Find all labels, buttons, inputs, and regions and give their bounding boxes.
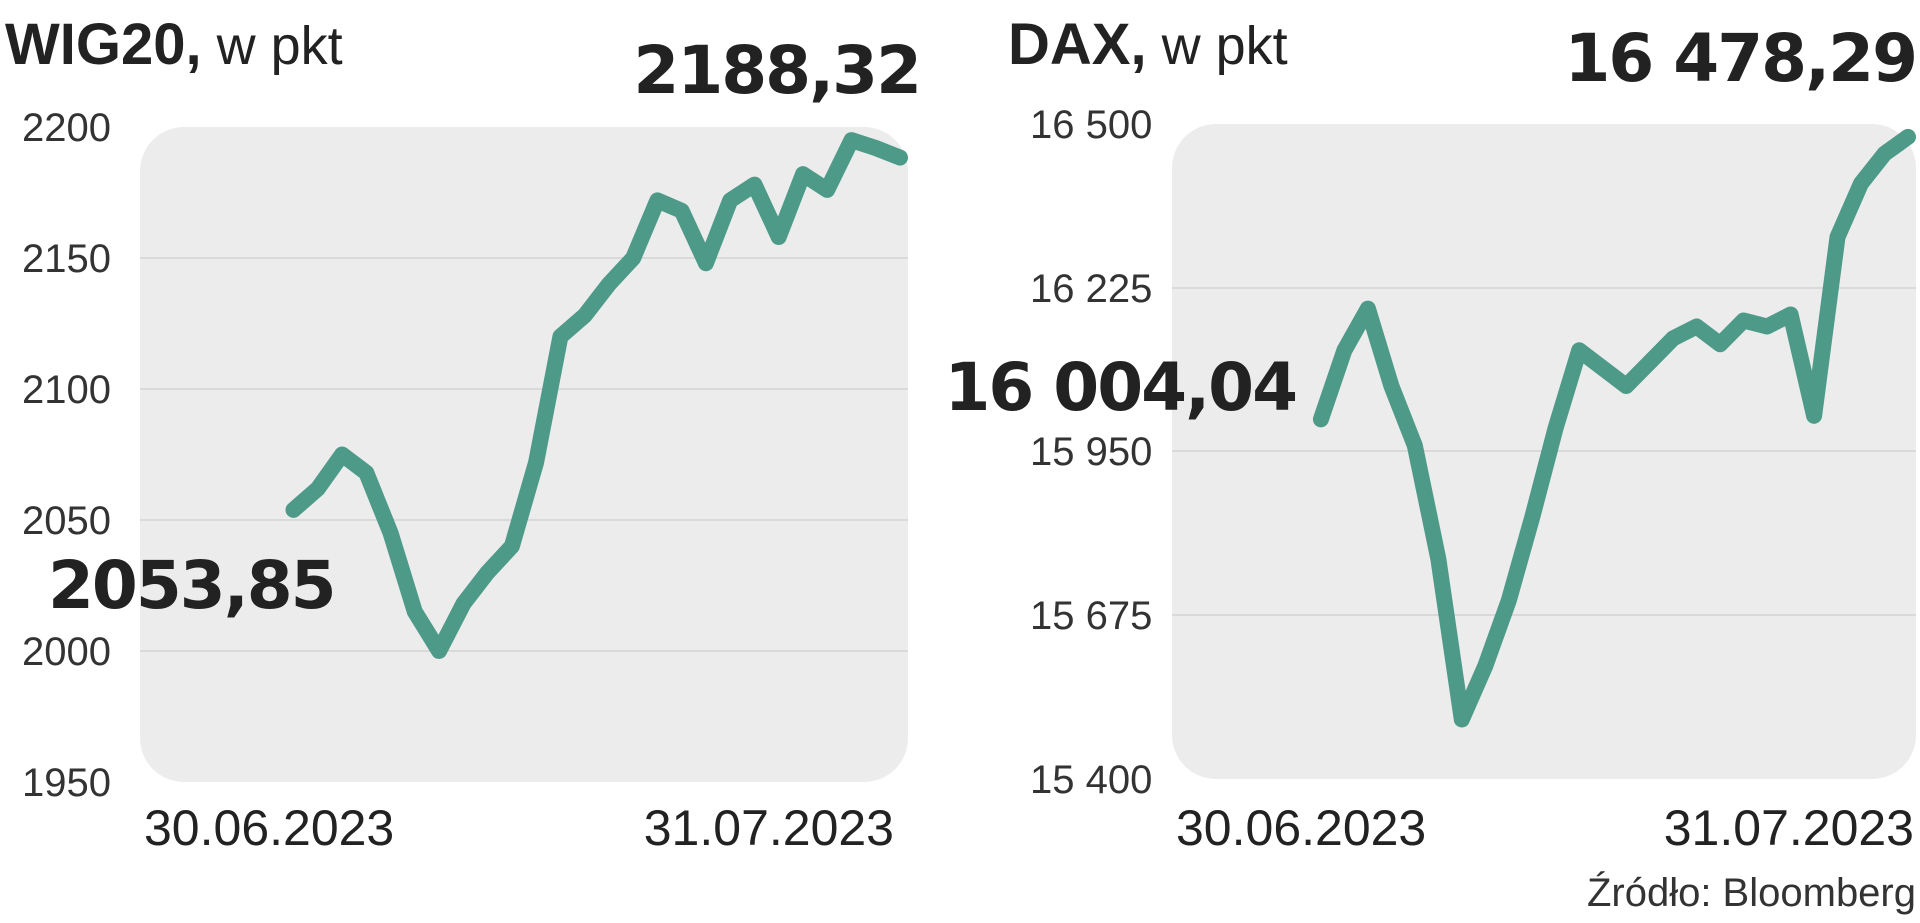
dax-series-line: [1312, 128, 1916, 728]
wig20-ytick-label: 2100: [22, 368, 111, 412]
wig20-x-end-label: 31.07.2023: [644, 800, 894, 856]
wig20-ytick-label: 2150: [22, 237, 111, 281]
dax-x-end-label: 31.07.2023: [1664, 800, 1914, 856]
wig20-title-unit: w pkt: [202, 16, 343, 76]
dax-title-name: DAX,: [1008, 12, 1147, 77]
wig20-x-start-label: 30.06.2023: [144, 800, 394, 856]
dax-title-unit: w pkt: [1147, 16, 1288, 76]
wig20-title-name: WIG20,: [5, 12, 202, 77]
dax-chart: DAX, w pkt 16 478,29 16 500 16 225 15 95…: [944, 12, 1918, 856]
dax-x-start-label: 30.06.2023: [1176, 800, 1426, 856]
wig20-plot-area: [140, 127, 908, 782]
dax-end-label: 16 478,29: [1564, 20, 1916, 97]
wig20-series-line: [285, 132, 908, 659]
wig20-end-label: 2188,32: [633, 32, 920, 109]
wig20-ytick-label: 2200: [22, 106, 111, 150]
dax-title: DAX, w pkt: [1008, 12, 1288, 77]
wig20-start-label: 2053,85: [48, 547, 335, 624]
source-label: Źródło: Bloomberg: [1587, 870, 1916, 915]
wig20-title: WIG20, w pkt: [5, 12, 343, 77]
dax-ytick-label: 15 950: [1030, 430, 1152, 474]
wig20-chart: WIG20, w pkt 2188,32 2200 2150 2100 2050…: [5, 12, 922, 856]
dax-start-label: 16 004,04: [944, 349, 1296, 426]
wig20-ytick-label: 2000: [22, 630, 111, 674]
dax-ytick-label: 15 675: [1030, 594, 1152, 638]
dax-ytick-label: 15 400: [1030, 758, 1152, 802]
dax-ytick-label: 16 500: [1030, 103, 1152, 147]
wig20-ytick-label: 1950: [22, 761, 111, 805]
dax-ytick-label: 16 225: [1030, 267, 1152, 311]
wig20-ytick-label: 2050: [22, 499, 111, 543]
